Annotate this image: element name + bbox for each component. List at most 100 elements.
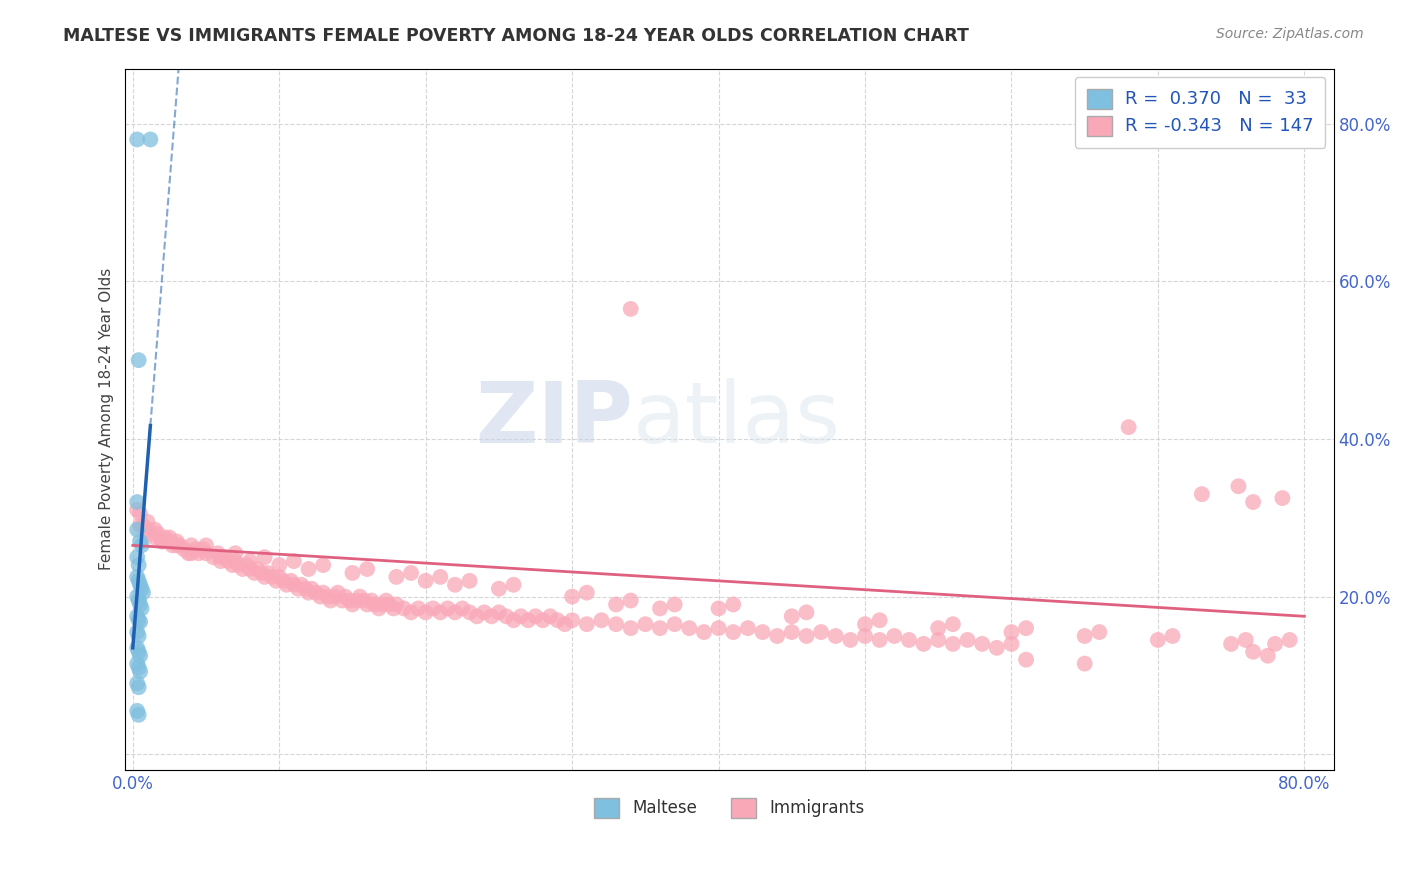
Point xyxy=(342,566,364,580)
Point xyxy=(591,613,613,627)
Point xyxy=(883,629,905,643)
Point xyxy=(502,578,524,592)
Point xyxy=(209,554,232,568)
Point xyxy=(561,613,583,627)
Point xyxy=(853,617,876,632)
Point xyxy=(127,523,149,537)
Point xyxy=(319,593,342,607)
Point xyxy=(942,637,965,651)
Point xyxy=(312,558,335,572)
Point xyxy=(266,574,288,588)
Point xyxy=(224,554,246,568)
Point xyxy=(131,601,153,615)
Point xyxy=(280,574,302,588)
Point xyxy=(207,546,229,560)
Point xyxy=(128,353,150,368)
Point xyxy=(136,523,159,537)
Point xyxy=(561,590,583,604)
Point xyxy=(250,566,273,580)
Point xyxy=(127,590,149,604)
Point xyxy=(269,558,291,572)
Point xyxy=(385,598,408,612)
Point xyxy=(217,554,239,568)
Point xyxy=(290,578,312,592)
Point xyxy=(1073,629,1095,643)
Point xyxy=(323,590,346,604)
Point xyxy=(146,526,169,541)
Point xyxy=(429,570,451,584)
Point xyxy=(780,609,803,624)
Point xyxy=(422,601,444,615)
Point xyxy=(942,617,965,632)
Point xyxy=(648,601,671,615)
Point xyxy=(180,538,202,552)
Point xyxy=(127,550,149,565)
Text: ZIP: ZIP xyxy=(475,377,633,461)
Point xyxy=(780,625,803,640)
Point xyxy=(128,593,150,607)
Point xyxy=(648,621,671,635)
Point xyxy=(283,554,305,568)
Point xyxy=(177,546,200,560)
Point xyxy=(221,558,243,572)
Point xyxy=(143,531,166,545)
Point xyxy=(956,632,979,647)
Point xyxy=(444,606,467,620)
Point xyxy=(869,632,891,647)
Point xyxy=(399,566,422,580)
Point xyxy=(143,523,166,537)
Point xyxy=(766,629,789,643)
Point xyxy=(236,558,259,572)
Point xyxy=(693,625,716,640)
Point xyxy=(575,617,598,632)
Point xyxy=(128,707,150,722)
Point xyxy=(127,704,149,718)
Point xyxy=(132,585,155,599)
Point xyxy=(128,613,150,627)
Point xyxy=(326,585,349,599)
Point xyxy=(1088,625,1111,640)
Point xyxy=(353,593,375,607)
Point xyxy=(531,613,554,627)
Point xyxy=(385,570,408,584)
Point xyxy=(444,578,467,592)
Point xyxy=(136,515,159,529)
Point xyxy=(488,582,510,596)
Point xyxy=(128,574,150,588)
Point xyxy=(367,601,389,615)
Point xyxy=(1161,629,1184,643)
Point xyxy=(1000,625,1022,640)
Point xyxy=(166,538,188,552)
Point xyxy=(139,132,162,146)
Point xyxy=(575,585,598,599)
Point xyxy=(132,518,155,533)
Text: atlas: atlas xyxy=(633,377,841,461)
Text: MALTESE VS IMMIGRANTS FEMALE POVERTY AMONG 18-24 YEAR OLDS CORRELATION CHART: MALTESE VS IMMIGRANTS FEMALE POVERTY AMO… xyxy=(63,27,969,45)
Point xyxy=(129,578,152,592)
Point xyxy=(180,546,202,560)
Point xyxy=(664,598,686,612)
Point xyxy=(184,542,207,557)
Point xyxy=(202,550,225,565)
Point xyxy=(451,601,474,615)
Point xyxy=(127,132,149,146)
Point xyxy=(157,534,180,549)
Point xyxy=(620,593,643,607)
Point xyxy=(853,629,876,643)
Point xyxy=(1015,621,1038,635)
Point xyxy=(129,665,152,679)
Point xyxy=(129,507,152,521)
Y-axis label: Female Poverty Among 18-24 Year Olds: Female Poverty Among 18-24 Year Olds xyxy=(100,268,114,570)
Point xyxy=(162,538,184,552)
Point xyxy=(128,558,150,572)
Point xyxy=(301,582,323,596)
Point xyxy=(128,680,150,694)
Point xyxy=(128,660,150,674)
Point xyxy=(127,640,149,655)
Point xyxy=(330,593,353,607)
Point xyxy=(309,590,332,604)
Point xyxy=(191,542,214,557)
Point xyxy=(378,598,401,612)
Point xyxy=(294,582,316,596)
Point xyxy=(166,534,188,549)
